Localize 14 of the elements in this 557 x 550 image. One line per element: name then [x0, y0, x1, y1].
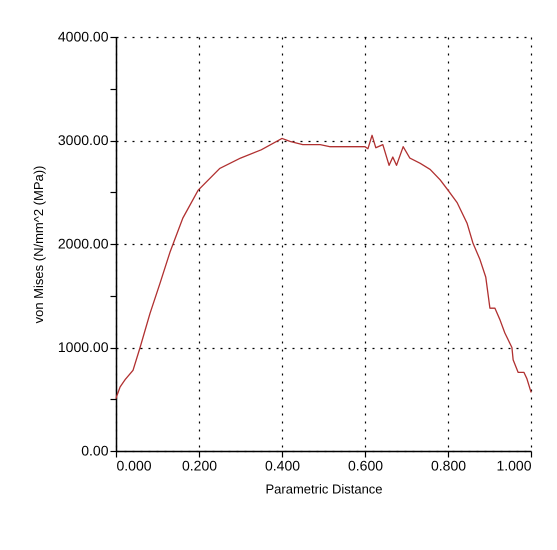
y-tick-label: 3000.00	[58, 132, 109, 148]
y-axis-title: von Mises (N/mm^2 (MPa))	[30, 166, 46, 324]
line-series	[115, 134, 532, 399]
x-tick-label: 0.800	[430, 458, 466, 474]
x-tick-label: 0.200	[182, 458, 218, 474]
x-axis-title: Parametric Distance	[265, 482, 383, 496]
x-tick-label: 0.400	[264, 458, 300, 474]
y-tick-label: 1000.00	[58, 339, 109, 355]
x-tick-label: 1.000	[496, 458, 532, 474]
y-tick-label: 4000.00	[58, 28, 109, 44]
x-tick-label: 0.600	[348, 458, 384, 474]
y-tick-label: 2000.00	[58, 236, 109, 252]
x-tick-label: 0.000	[116, 458, 152, 474]
y-tick-label: 0.00	[81, 442, 109, 458]
